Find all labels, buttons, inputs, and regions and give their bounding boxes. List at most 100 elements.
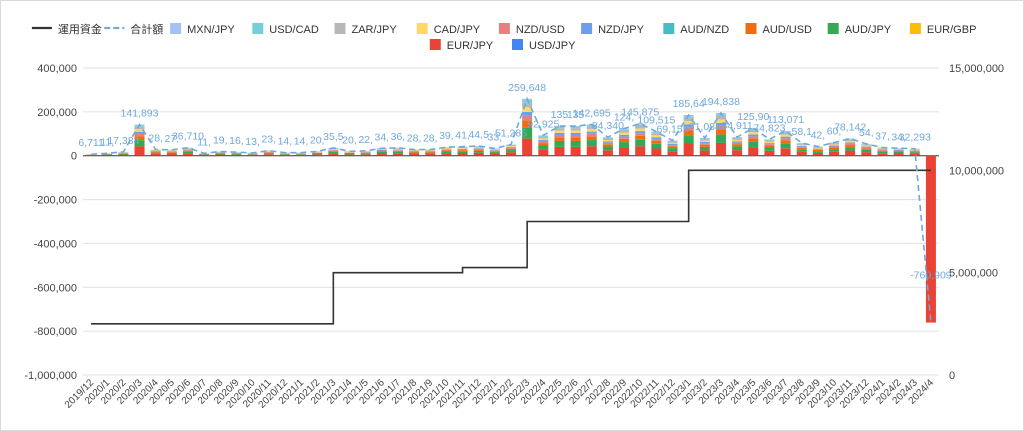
- bar-segment-aud-usd: [134, 136, 145, 141]
- total-data-label: 135: [551, 109, 569, 121]
- bar-segment-zar-jpy: [780, 132, 791, 135]
- bar-segment-zar-jpy: [328, 148, 339, 150]
- bar-segment-cad-jpy: [328, 149, 339, 150]
- bar-segment-nzd-usd: [715, 125, 726, 130]
- bar-segment-zar-jpy: [538, 136, 549, 139]
- legend-label: EUR/JPY: [447, 40, 494, 52]
- bar-segment-eur-jpy: [199, 154, 210, 156]
- bar-segment-eur-jpy: [715, 142, 726, 156]
- legend-label: EUR/GBP: [927, 24, 977, 36]
- bar-segment-aud-usd: [376, 151, 387, 152]
- bar-segment-cad-jpy: [861, 145, 872, 147]
- bar-segment-usd-cad: [715, 114, 726, 116]
- bar-segment-aud-jpy: [554, 140, 565, 147]
- bar-segment-usd-cad: [554, 126, 565, 129]
- bar-segment-usd-cad: [780, 131, 791, 133]
- bar-segment-zar-jpy: [732, 138, 743, 140]
- bar-segment-nzd-jpy: [893, 149, 904, 151]
- bar-segment-eur-jpy: [667, 151, 678, 156]
- bar-segment-nzd-jpy: [812, 148, 823, 150]
- total-data-label: 81,084: [689, 121, 721, 133]
- bar-segment-zar-jpy: [473, 146, 484, 148]
- bar-segment-aud-jpy: [489, 152, 500, 154]
- bar-segment-aud-jpy: [861, 149, 872, 153]
- bar-segment-eur-jpy: [554, 146, 565, 156]
- y-right-tick-label: 0: [949, 370, 955, 382]
- bar-segment-eur-jpy: [699, 150, 710, 156]
- legend-swatch: [827, 23, 839, 34]
- bar-segment-eur-jpy: [457, 153, 468, 156]
- bar-segment-nzd-usd: [538, 141, 549, 144]
- total-data-label: 84,911: [721, 120, 752, 132]
- legend-label: USD/JPY: [529, 40, 576, 52]
- bar-segment-nzd-jpy: [554, 132, 565, 135]
- bar-segment-aud-jpy: [780, 143, 791, 149]
- bar-segment-nzd-usd: [732, 142, 743, 145]
- y-left-tick-label: 0: [71, 151, 77, 163]
- total-data-label: 259,648: [508, 82, 546, 94]
- bar-segment-aud-usd: [150, 151, 161, 153]
- bar-segment-cad-jpy: [392, 149, 403, 150]
- bar-segment-aud-usd: [667, 146, 678, 149]
- bar-segment-zar-jpy: [861, 144, 872, 146]
- bar-segment-usd-cad: [683, 116, 694, 118]
- total-data-label: 42,: [811, 130, 826, 142]
- bar-segment-zar-jpy: [134, 126, 145, 130]
- bar-segment-aud-jpy: [796, 149, 807, 152]
- bar-segment-aud-jpy: [812, 151, 823, 153]
- bar-segment-nzd-jpy: [732, 141, 743, 143]
- y-right-tick-label: 5,000,000: [949, 268, 998, 280]
- total-data-label: 74,823: [753, 122, 785, 134]
- bar-segment-aud-jpy: [118, 153, 129, 155]
- bar-segment-zar-jpy: [683, 117, 694, 122]
- total-data-label: 27,: [165, 133, 180, 145]
- bar-segment-nzd-jpy: [457, 148, 468, 150]
- total-data-label: 35,5: [323, 131, 344, 143]
- bar-segment-cad-jpy: [505, 146, 517, 148]
- bar-segment-nzd-usd: [457, 149, 468, 151]
- bar-segment-eur-jpy: [522, 138, 533, 156]
- bar-segment-aud-jpy: [392, 151, 403, 154]
- bar-segment-eur-jpy: [102, 154, 113, 156]
- total-data-label: 37,: [875, 131, 890, 143]
- total-data-label: 141,893: [121, 108, 159, 120]
- total-data-label: 36,: [391, 131, 406, 143]
- bar-segment-aud-jpy: [441, 151, 452, 154]
- total-data-label: 113,071: [767, 114, 804, 126]
- bar-segment-nzd-jpy: [699, 142, 710, 144]
- bar-segment-eur-jpy: [247, 154, 258, 156]
- bar-segment-aud-usd: [182, 150, 193, 152]
- bar-segment-nzd-jpy: [602, 141, 613, 143]
- bar-segment-zar-jpy: [877, 148, 888, 149]
- bar-segment-eur-jpy: [683, 143, 694, 156]
- legend-swatch: [581, 23, 593, 34]
- bar-segment-eur-jpy: [748, 147, 759, 156]
- bar-segment-zar-jpy: [699, 139, 710, 141]
- bar-segment-eur-jpy: [651, 148, 662, 156]
- bar-segment-nzd-usd: [812, 149, 823, 151]
- bar-segment-zar-jpy: [376, 148, 387, 150]
- bar-segment-aud-jpy: [247, 154, 258, 155]
- bar-segment-mxn-jpy: [635, 123, 646, 125]
- bar-segment-zar-jpy: [651, 133, 662, 136]
- bar-segment-nzd-jpy: [861, 146, 872, 148]
- bar-segment-aud-usd: [909, 151, 920, 153]
- total-data-label: 11,: [100, 136, 114, 148]
- bar-segment-usd-cad: [570, 126, 581, 129]
- bar-segment-usd-cad: [796, 143, 807, 144]
- bar-segment-eur-jpy: [409, 153, 420, 156]
- total-data-label: 185,64: [673, 98, 705, 110]
- total-data-label: 78,142: [834, 122, 866, 134]
- bar-segment-cad-jpy: [715, 119, 726, 123]
- bar-segment-cad-jpy: [602, 139, 613, 142]
- bar-segment-aud-usd: [344, 152, 355, 154]
- bar-segment-eur-jpy: [732, 150, 743, 156]
- bar-segment-nzd-jpy: [134, 131, 145, 134]
- bar-segment-nzd-usd: [489, 150, 500, 152]
- bar-segment-eur-jpy: [441, 153, 452, 156]
- bar-segment-aud-usd: [732, 144, 743, 147]
- bar-segment-nzd-usd: [505, 147, 517, 149]
- bar-segment-aud-jpy: [328, 151, 339, 154]
- y-right-tick-label: 10,000,000: [949, 165, 1004, 177]
- bar-segment-eur-jpy: [344, 154, 355, 156]
